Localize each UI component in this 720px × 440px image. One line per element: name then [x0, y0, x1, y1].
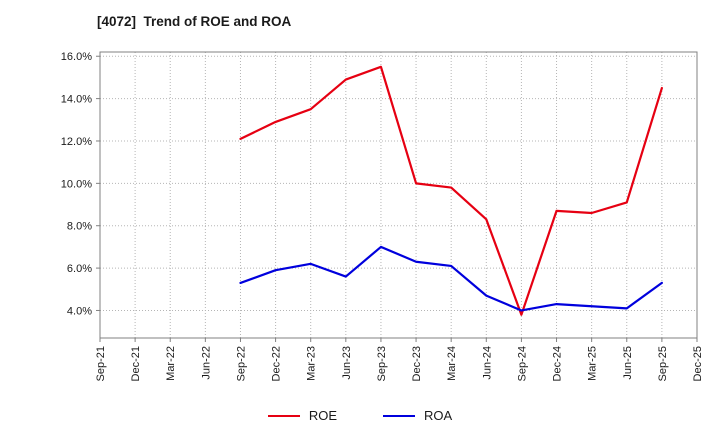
legend-label-roa: ROA	[424, 408, 453, 423]
svg-text:Dec-22: Dec-22	[271, 346, 283, 381]
legend-item-roa: ROA	[383, 408, 452, 423]
svg-text:16.0%: 16.0%	[61, 51, 92, 63]
svg-text:Jun-25: Jun-25	[622, 346, 634, 380]
svg-text:10.0%: 10.0%	[61, 178, 92, 190]
roe-line-swatch	[267, 414, 300, 417]
chart-title: [4072] Trend of ROE and ROA	[97, 14, 292, 29]
svg-text:6.0%: 6.0%	[67, 263, 92, 275]
svg-text:Sep-21: Sep-21	[95, 346, 107, 381]
x-axis-labels: Sep-21 Dec-21 Mar-22 Jun-22 Sep-22 Dec-22 Mar-…	[95, 346, 704, 381]
svg-text:Mar-22: Mar-22	[165, 346, 177, 381]
svg-text:Dec-24: Dec-24	[552, 346, 564, 381]
svg-text:Sep-22: Sep-22	[235, 346, 247, 381]
svg-text:Sep-24: Sep-24	[516, 346, 528, 381]
legend-label-roe: ROE	[308, 408, 337, 423]
gridlines	[99, 52, 698, 338]
svg-text:8.0%: 8.0%	[67, 221, 92, 233]
svg-text:Mar-24: Mar-24	[446, 346, 458, 381]
svg-text:Dec-23: Dec-23	[411, 346, 423, 381]
roe-line	[239, 65, 663, 316]
svg-text:Mar-25: Mar-25	[587, 346, 599, 381]
svg-text:Dec-25: Dec-25	[692, 346, 704, 381]
svg-text:Dec-21: Dec-21	[130, 346, 142, 381]
svg-text:14.0%: 14.0%	[61, 94, 92, 106]
svg-text:Mar-23: Mar-23	[306, 346, 318, 381]
svg-text:Jun-22: Jun-22	[200, 346, 212, 380]
roa-line	[239, 245, 663, 312]
svg-text:Sep-25: Sep-25	[657, 346, 669, 381]
y-axis-labels: 4.0% 6.0% 8.0% 10.0% 12.0% 14.0% 16.0%	[61, 51, 92, 317]
legend: ROE ROA	[0, 408, 720, 423]
svg-text:Jun-23: Jun-23	[341, 346, 353, 380]
axis-frame	[99, 51, 698, 339]
axis-ticks	[96, 55, 698, 342]
svg-text:4.0%: 4.0%	[67, 305, 92, 317]
svg-text:12.0%: 12.0%	[61, 136, 92, 148]
svg-text:Sep-23: Sep-23	[376, 346, 388, 381]
svg-text:Jun-24: Jun-24	[481, 346, 493, 380]
legend-item-roe: ROE	[267, 408, 337, 423]
roa-line-swatch	[383, 414, 415, 417]
